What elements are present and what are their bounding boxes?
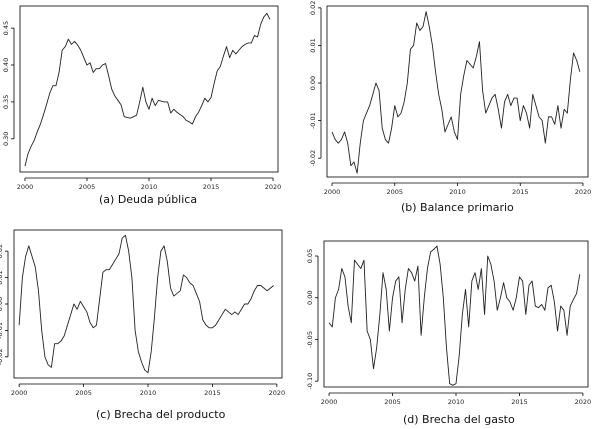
x-tick-label-2020: 2020 xyxy=(269,389,286,397)
series-line-deuda-publica xyxy=(24,12,271,167)
caption-balance-primario: (b) Balance primario xyxy=(401,201,514,214)
x-tick-label-2020: 2020 xyxy=(575,188,592,196)
x-tick-label-2010: 2010 xyxy=(141,183,158,191)
x-tick-label-2020: 2020 xyxy=(265,183,282,191)
y-tick-label-0.30: 0.30 xyxy=(2,132,10,146)
chart-brecha-producto: 2000 2005 2010 2015 2020 -0.02 -0.01 0.00 0.01 0.… xyxy=(0,229,286,397)
y-tick-label-0.01: 0.01 xyxy=(309,38,317,52)
series-line-brecha-gasto xyxy=(328,245,581,386)
series-line-balance-primario xyxy=(331,11,581,174)
x-tick-label-2020: 2020 xyxy=(575,398,592,406)
y-tick-label--0.01: -0.01 xyxy=(309,112,317,129)
x-tick-label-2010: 2010 xyxy=(449,188,466,196)
chart-panel-brecha-producto: 2000 2005 2010 2015 2020 -0.02 -0.01 0.00 0.01 0.… xyxy=(0,215,299,429)
y-tick-label-0.01: 0.01 xyxy=(0,270,4,284)
y-tick-label--0.02: -0.02 xyxy=(0,348,4,365)
plot-frame xyxy=(13,229,283,379)
x-tick-label-2015: 2015 xyxy=(511,398,528,406)
x-tick-label-2005: 2005 xyxy=(79,183,96,191)
series-line-brecha-producto xyxy=(18,234,274,374)
x-tick-label-2005: 2005 xyxy=(384,398,401,406)
x-tick-label-2000: 2000 xyxy=(321,398,338,406)
y-tick-label-0.35: 0.35 xyxy=(2,95,10,109)
y-tick-label-0.00: 0.00 xyxy=(306,290,314,304)
x-tick-label-2010: 2010 xyxy=(140,389,157,397)
plot-frame xyxy=(323,240,589,388)
plot-frame xyxy=(326,5,589,178)
y-tick-label-0.45: 0.45 xyxy=(2,21,10,35)
plot-frame xyxy=(19,5,279,173)
chart-balance-primario: 2000 2005 2010 2015 2020 -0.02 -0.01 0.00 0.01 0.… xyxy=(309,1,592,196)
caption-deuda-publica: (a) Deuda pública xyxy=(99,193,198,206)
y-tick-label--0.01: -0.01 xyxy=(0,322,4,339)
x-tick-label-2000: 2000 xyxy=(11,389,28,397)
chart-panel-deuda-publica: 2000 2005 2010 2015 2020 0.30 0.35 0.40 0.45 (a)… xyxy=(0,0,299,215)
chart-deuda-publica: 2000 2005 2010 2015 2020 0.30 0.35 0.40 0.45 xyxy=(2,5,282,191)
x-tick-label-2005: 2005 xyxy=(75,389,92,397)
x-tick-label-2005: 2005 xyxy=(386,188,403,196)
y-tick-label-0.00: 0.00 xyxy=(0,297,4,311)
y-tick-label-0.02: 0.02 xyxy=(0,244,4,258)
x-tick-label-2000: 2000 xyxy=(17,183,34,191)
y-tick-label-0.05: 0.05 xyxy=(306,249,314,263)
caption-brecha-gasto: (d) Brecha del gasto xyxy=(403,413,515,426)
chart-brecha-gasto: 2000 2005 2010 2015 2020 -0.10 -0.05 0.00 0.05 xyxy=(306,240,592,406)
x-tick-label-2000: 2000 xyxy=(324,188,341,196)
y-tick-label--0.05: -0.05 xyxy=(306,331,314,348)
chart-panel-balance-primario: 2000 2005 2010 2015 2020 -0.02 -0.01 0.00 0.01 0.… xyxy=(299,0,598,215)
x-tick-label-2015: 2015 xyxy=(204,389,221,397)
y-tick-label--0.02: -0.02 xyxy=(309,150,317,167)
chart-panel-brecha-gasto: 2000 2005 2010 2015 2020 -0.10 -0.05 0.00 0.05 (… xyxy=(299,215,598,429)
caption-brecha-producto: (c) Brecha del producto xyxy=(96,408,226,421)
y-tick-label-0.40: 0.40 xyxy=(2,58,10,72)
x-tick-label-2010: 2010 xyxy=(448,398,465,406)
y-tick-label-0.02: 0.02 xyxy=(309,1,317,15)
x-tick-label-2015: 2015 xyxy=(203,183,220,191)
y-tick-label-0.00: 0.00 xyxy=(309,76,317,90)
x-tick-label-2015: 2015 xyxy=(512,188,529,196)
y-tick-label--0.10: -0.10 xyxy=(306,373,314,390)
